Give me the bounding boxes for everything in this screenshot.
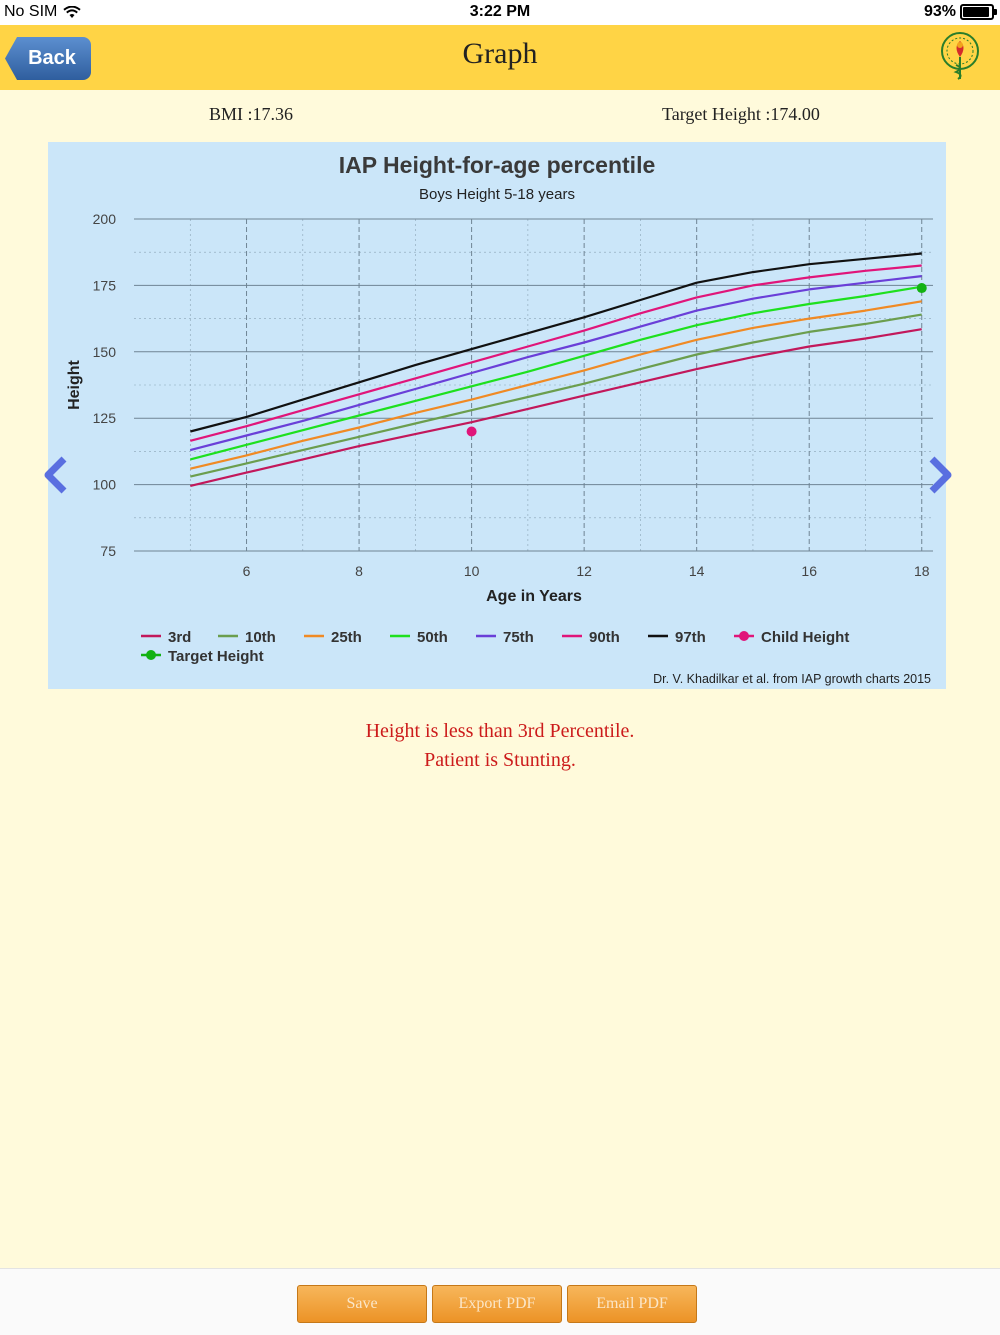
x-tick-label: 16 (801, 563, 817, 579)
next-chart-icon[interactable] (926, 455, 956, 495)
chart-subtitle: Boys Height 5-18 years (419, 186, 575, 203)
carrier-label: No SIM (4, 3, 58, 20)
page-title: Graph (462, 37, 538, 70)
x-axis-label: Age in Years (486, 588, 582, 605)
battery-group: 93% (923, 3, 997, 21)
back-button[interactable]: Back (5, 37, 91, 80)
legend-label: 90th (589, 629, 620, 646)
series-line-10th (190, 313, 922, 478)
x-tick-label: 12 (576, 563, 592, 579)
battery-icon (960, 4, 997, 20)
y-tick-label: 200 (93, 211, 117, 227)
series-line-75th (190, 275, 922, 452)
x-tick-label: 14 (689, 563, 705, 579)
chart-container: 75 100 125 150 175 200 6 8 10 12 14 16 18 IAP Height-… (48, 142, 946, 689)
bmi-label: BMI :17.36 (209, 104, 294, 124)
series-line-3rd (190, 328, 922, 487)
legend-label: 97th (675, 629, 706, 646)
x-tick-label: 8 (355, 563, 363, 579)
result-message-line1: Height is less than 3rd Percentile. (365, 720, 635, 742)
chart-title: IAP Height-for-age percentile (339, 152, 656, 178)
legend-label: 50th (417, 629, 448, 646)
y-tick-label: 125 (93, 410, 117, 426)
footer-toolbar: Save Export PDF Email PDF (0, 1268, 1000, 1335)
legend-label: 3rd (168, 629, 191, 646)
carrier-group: No SIM (4, 3, 81, 21)
series-line-50th (190, 285, 922, 461)
save-button[interactable]: Save (297, 1285, 427, 1323)
legend-label: 25th (331, 629, 362, 646)
x-tick-label: 10 (464, 563, 480, 579)
legend-marker-child-height (739, 631, 749, 641)
nav-bar: Back Graph (0, 25, 1000, 90)
y-tick-label: 100 (93, 477, 117, 493)
x-tick-label: 6 (243, 563, 251, 579)
legend-marker-target-height (146, 650, 156, 660)
legend-label: Target Height (168, 648, 264, 665)
y-tick-label: 150 (93, 344, 117, 360)
iap-logo-icon (941, 32, 979, 80)
chart-credit: Dr. V. Khadilkar et al. from IAP growth … (653, 672, 931, 686)
wifi-icon (63, 5, 81, 18)
point-child-height (466, 426, 477, 437)
series-line-25th (190, 300, 922, 470)
series-line-97th (190, 252, 922, 433)
legend-label: Child Height (761, 629, 849, 646)
x-tick-label: 18 (914, 563, 930, 579)
result-message-line2: Patient is Stunting. (424, 749, 576, 771)
point-target-height (916, 283, 927, 294)
email-pdf-button[interactable]: Email PDF (567, 1285, 697, 1323)
height-chart: 75 100 125 150 175 200 6 8 10 12 14 16 18 IAP Height-… (66, 152, 933, 686)
y-tick-label: 175 (93, 277, 117, 293)
status-time: 3:22 PM (469, 3, 531, 20)
prev-chart-icon[interactable] (40, 455, 70, 495)
battery-percent: 93% (923, 3, 956, 20)
export-pdf-button[interactable]: Export PDF (432, 1285, 562, 1323)
target-height-label: Target Height :174.00 (662, 104, 820, 124)
status-bar: No SIM 3:22 PM 93% (0, 0, 1000, 25)
legend-label: 10th (245, 629, 276, 646)
legend-label: 75th (503, 629, 534, 646)
y-axis-label: Height (66, 359, 83, 409)
series-line-90th (190, 264, 922, 442)
y-tick-label: 75 (100, 543, 116, 559)
